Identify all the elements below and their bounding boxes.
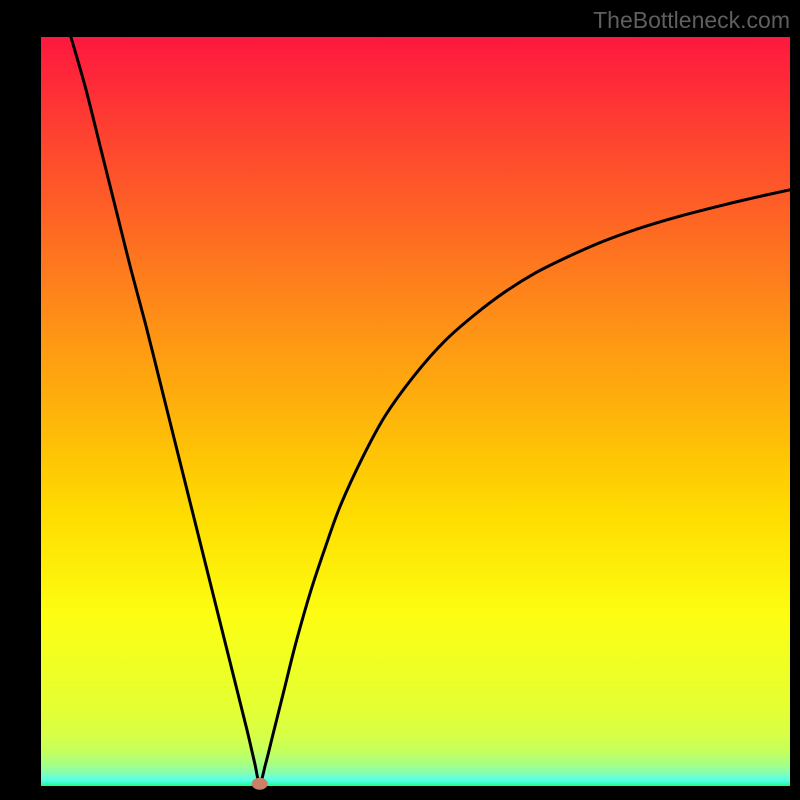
minimum-marker (252, 778, 268, 790)
bottleneck-chart (0, 0, 800, 800)
watermark-label: TheBottleneck.com (593, 7, 790, 34)
chart-background (41, 37, 790, 786)
chart-container: { "canvas": { "width": 800, "height": 80… (0, 0, 800, 800)
